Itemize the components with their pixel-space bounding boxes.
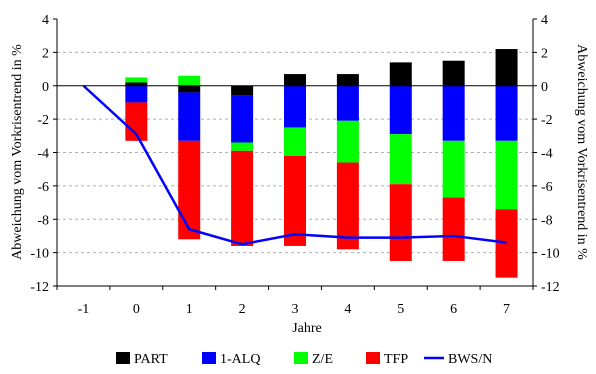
bar-tfp-7 (495, 209, 518, 278)
x-tick-label-5: 5 (397, 302, 404, 317)
bar-tfp-4 (336, 162, 359, 250)
bar-tfp-6 (442, 197, 465, 261)
bar-tfp-5 (389, 184, 412, 261)
legend-label-bws-n: BWS/N (448, 352, 492, 367)
bar-z-e-0 (125, 77, 148, 83)
bar-part-3 (284, 74, 306, 86)
legend: PART 1-ALQ Z/E TFP BWS/N (116, 352, 492, 367)
legend-swatch-part (116, 352, 130, 364)
x-tick-label-6: 6 (450, 302, 457, 317)
x-tick-label--1: -1 (78, 302, 90, 317)
y-tick-label-left: -12 (30, 280, 49, 295)
legend-label-tfp: TFP (384, 352, 408, 367)
line-bws-n (82, 84, 507, 246)
bar-z-e-7 (495, 140, 518, 210)
y-tick-label-left: -4 (37, 147, 49, 162)
bars (125, 49, 518, 278)
bar-tfp-1 (178, 140, 201, 240)
bar-1-alq-5 (389, 85, 412, 135)
bar-tfp-3 (284, 155, 306, 246)
bar-z-e-6 (442, 140, 465, 198)
y-tick-label-left: -10 (30, 247, 49, 262)
bar-part-6 (442, 60, 465, 86)
axes (53, 18, 537, 290)
x-tick-label-2: 2 (239, 302, 246, 317)
bar-z-e-1 (178, 75, 201, 86)
bar-1-alq-6 (442, 85, 465, 141)
y-tick-label-right: -2 (541, 113, 553, 128)
bar-part-0 (125, 82, 148, 86)
bar-tfp-0 (125, 102, 148, 141)
y-axis-title-left: Abweichung vom Vorkrisentrend in % (10, 44, 25, 260)
legend-label-z-e: Z/E (312, 352, 333, 367)
y-tick-label-left: 4 (42, 13, 49, 28)
legend-swatch-tfp (366, 352, 380, 364)
x-tick-label-3: 3 (292, 302, 299, 317)
bar-part-2 (231, 85, 254, 96)
x-tick-label-4: 4 (344, 302, 351, 317)
bar-1-alq-2 (231, 95, 254, 143)
y-tick-label-right: -4 (541, 147, 553, 162)
bar-z-e-3 (284, 127, 306, 156)
tick-labels: 4 42 20 0-2 -2-4 -4-6 -6-8 -8-10 -10-12 -12-1 0 1 2 3… (30, 13, 559, 317)
legend-label-1-alq: 1-ALQ (220, 352, 260, 367)
legend-label-part: PART (134, 352, 168, 367)
bar-part-1 (178, 85, 201, 93)
y-tick-label-right: 4 (541, 13, 548, 28)
bar-z-e-2 (231, 142, 254, 151)
y-tick-label-right: 0 (541, 80, 548, 95)
line-series (82, 84, 507, 246)
y-tick-label-right: -8 (541, 213, 553, 228)
y-axis-title-right: Abweichung vom Vorkrisentrend in % (574, 44, 589, 260)
x-tick-label-1: 1 (186, 302, 193, 317)
bar-1-alq-1 (178, 92, 201, 141)
y-tick-label-left: -2 (37, 113, 49, 128)
x-tick-label-0: 0 (133, 302, 140, 317)
legend-swatch-1-alq (202, 352, 216, 364)
bar-part-7 (495, 49, 518, 86)
bar-1-alq-3 (284, 85, 306, 128)
legend-swatch-z-e (294, 352, 308, 364)
y-tick-label-right: 2 (541, 46, 548, 61)
y-tick-label-left: 2 (42, 46, 49, 61)
bar-z-e-4 (336, 120, 359, 163)
bar-part-4 (336, 74, 359, 86)
bar-z-e-5 (389, 134, 412, 185)
bar-part-5 (389, 62, 412, 86)
x-tick-label-7: 7 (503, 302, 510, 317)
y-tick-label-right: -12 (541, 280, 560, 295)
y-tick-label-left: -6 (37, 180, 49, 195)
bar-tfp-2 (231, 150, 254, 246)
x-axis-title: Jahre (292, 321, 322, 336)
bar-1-alq-4 (336, 85, 359, 121)
bar-1-alq-0 (125, 85, 148, 103)
y-tick-label-right: -10 (541, 247, 560, 262)
y-tick-label-left: -8 (37, 213, 49, 228)
bar-1-alq-7 (495, 85, 518, 141)
y-tick-label-right: -6 (541, 180, 553, 195)
y-tick-label-left: 0 (42, 80, 49, 95)
